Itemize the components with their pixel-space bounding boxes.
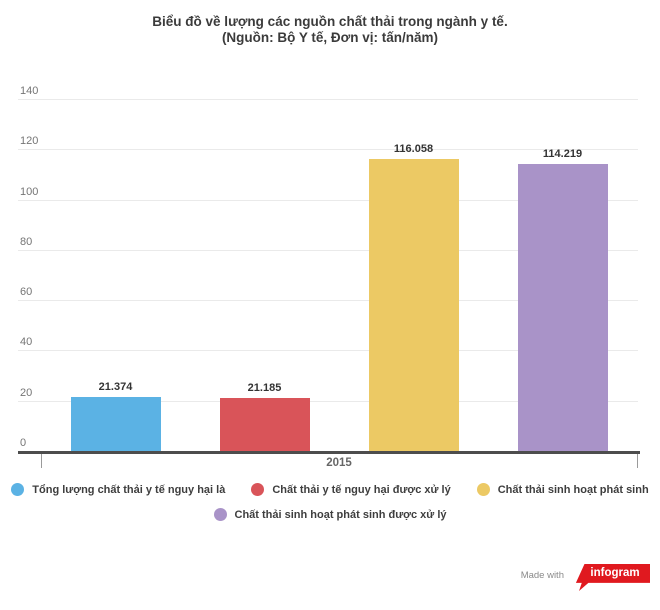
chart-title-line1: Biểu đồ về lượng các nguồn chất thải tro… <box>152 14 508 29</box>
bar-value-label: 114.219 <box>542 147 583 160</box>
legend-swatch-icon <box>213 508 227 521</box>
y-axis-tick-label: 0 <box>20 437 27 449</box>
y-axis-tick-label: 120 <box>20 135 39 148</box>
legend-label: Chất thải y tế nguy hại được xử lý <box>272 483 451 496</box>
chart-plot: 0 20 40 60 80 100 120 140 21.374 21.185 116.058 114… <box>0 85 660 474</box>
legend-label: Chất thải sinh hoạt phát sinh được xử lý <box>234 508 447 521</box>
legend-label: Tổng lượng chất thải y tế nguy hại là <box>32 483 226 496</box>
bar-value-label: 116.058 <box>393 143 434 156</box>
y-axis-tick-label: 20 <box>20 386 33 399</box>
legend-item-0[interactable]: Tổng lượng chất thải y tế nguy hại là <box>11 483 225 496</box>
gridline <box>18 300 638 302</box>
legend-swatch-icon <box>476 483 490 496</box>
gridline <box>18 350 638 352</box>
gridline <box>18 249 638 251</box>
legend-row-2: Chất thải sinh hoạt phát sinh được xử lý <box>0 508 660 521</box>
gridline <box>18 400 638 402</box>
bar-value-label: 21.374 <box>98 381 133 394</box>
legend-label: Chất thải sinh hoạt phát sinh <box>497 483 649 496</box>
legend-swatch-icon <box>251 483 265 496</box>
chart-legend: Tổng lượng chất thải y tế nguy hại là Chấ… <box>0 483 660 533</box>
y-axis-tick-label: 100 <box>20 185 39 198</box>
x-axis-baseline <box>18 451 640 454</box>
x-axis-category-label: 2015 <box>326 457 352 469</box>
legend-swatch-icon <box>11 483 25 496</box>
bar-2[interactable] <box>368 159 459 451</box>
bar-3[interactable] <box>517 163 608 451</box>
bar-value-label: 21.185 <box>247 381 282 394</box>
footer: Made with infogram <box>521 564 650 591</box>
made-with-label: Made with <box>520 570 564 581</box>
legend-item-1[interactable]: Chất thải y tế nguy hại được xử lý <box>251 483 451 496</box>
gridline <box>18 149 638 151</box>
gridline <box>18 199 638 201</box>
x-axis-tick <box>637 454 638 468</box>
y-axis-tick-label: 60 <box>20 286 33 299</box>
x-axis-tick <box>41 454 42 468</box>
legend-row-1: Tổng lượng chất thải y tế nguy hại là Chấ… <box>0 483 660 496</box>
y-axis-tick-label: 80 <box>20 235 33 248</box>
infogram-logo[interactable]: infogram <box>575 564 650 591</box>
legend-item-2[interactable]: Chất thải sinh hoạt phát sinh <box>476 483 649 496</box>
chart-title-line2: (Nguồn: Bộ Y tế, Đơn vị: tấn/năm) <box>221 30 439 45</box>
legend-item-3[interactable]: Chất thải sinh hoạt phát sinh được xử lý <box>213 508 447 521</box>
y-axis-tick-label: 140 <box>20 85 39 97</box>
bar-0[interactable] <box>70 397 161 451</box>
gridline <box>18 99 638 100</box>
chart-title: Biểu đồ về lượng các nguồn chất thải tro… <box>0 14 660 46</box>
bar-1[interactable] <box>219 397 310 451</box>
infogram-logo-label: infogram <box>590 567 640 579</box>
y-axis-tick-label: 40 <box>20 336 33 349</box>
